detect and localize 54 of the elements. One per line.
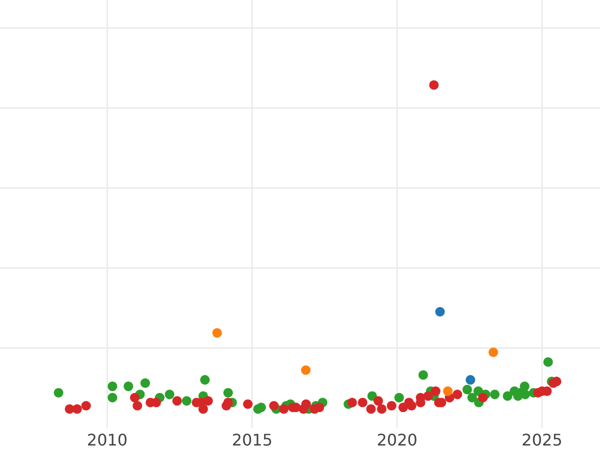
point <box>132 400 142 411</box>
point <box>108 392 118 402</box>
x-tick-label: 2015 <box>232 430 273 450</box>
point <box>223 388 233 398</box>
point <box>140 378 150 388</box>
point <box>376 404 387 414</box>
point <box>490 390 500 400</box>
point <box>347 398 357 408</box>
point <box>301 399 311 409</box>
point <box>386 400 396 411</box>
point <box>543 357 553 367</box>
point <box>124 382 134 392</box>
point <box>72 404 82 414</box>
point <box>182 396 192 406</box>
point <box>462 384 472 394</box>
point <box>435 307 445 317</box>
point <box>54 388 64 398</box>
point <box>467 392 477 402</box>
point <box>223 398 233 408</box>
point <box>366 404 376 414</box>
point <box>172 396 182 406</box>
point <box>130 392 140 402</box>
point <box>301 365 311 375</box>
x-tick-label: 2020 <box>376 430 418 450</box>
point <box>212 328 222 338</box>
point <box>373 396 384 406</box>
point <box>278 404 289 414</box>
point <box>256 402 266 412</box>
point <box>552 376 562 386</box>
point <box>488 348 498 358</box>
point <box>314 402 324 412</box>
point <box>478 392 488 402</box>
point <box>406 400 416 411</box>
point <box>429 80 439 90</box>
point <box>243 399 253 409</box>
point <box>200 375 210 385</box>
x-tick-label: 2010 <box>86 430 128 450</box>
point <box>358 398 368 408</box>
point <box>443 386 453 396</box>
point <box>502 391 512 401</box>
point <box>81 400 91 411</box>
point <box>394 392 404 402</box>
point <box>198 404 208 414</box>
point <box>203 396 213 406</box>
point <box>430 386 440 396</box>
x-tick-label: 2025 <box>522 430 562 450</box>
point <box>108 382 118 392</box>
point <box>418 370 428 380</box>
point <box>452 390 462 400</box>
point <box>423 391 433 401</box>
point <box>269 400 279 411</box>
point <box>520 382 530 392</box>
point <box>164 390 174 400</box>
point <box>466 375 476 385</box>
